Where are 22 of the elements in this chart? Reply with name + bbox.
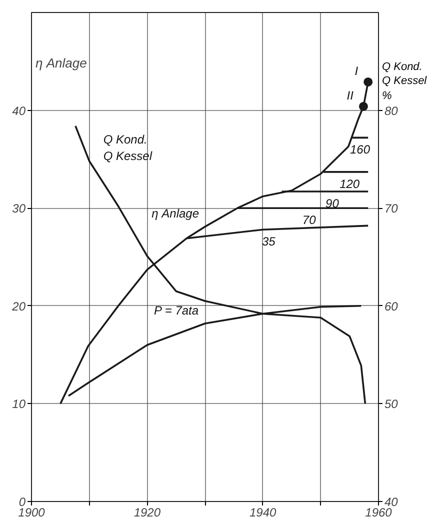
y-tick-label: 10 xyxy=(12,397,26,412)
annotation: 70 xyxy=(302,213,316,228)
annotation: I xyxy=(354,64,359,78)
series-label: Q Kond. Q Kessel xyxy=(103,132,152,164)
y-tick-label: 30 xyxy=(12,202,26,216)
y-tick-label: 20 xyxy=(11,299,26,314)
annotation: 160 xyxy=(350,142,370,157)
y2-tick-label: 80 xyxy=(384,104,398,118)
x-tick-label: 1920 xyxy=(134,506,161,520)
y2-tick-label: 50 xyxy=(384,397,398,412)
y-tick-label: 40 xyxy=(12,104,26,118)
annotation: 35 xyxy=(262,234,276,249)
annotation: 120 xyxy=(340,176,360,191)
annotation: II xyxy=(346,88,354,102)
y-axis-title: η Anlage xyxy=(36,55,87,70)
series-label: η Anlage xyxy=(152,206,200,221)
x-tick-label: 1940 xyxy=(249,506,277,520)
series-label: P = 7ata xyxy=(154,304,199,318)
y2-tick-label: 60 xyxy=(384,299,398,314)
y2-axis-title: Q Kond. Q Kessel % xyxy=(382,60,427,103)
y2-tick-label: 70 xyxy=(384,202,398,216)
annotation: 90 xyxy=(326,196,340,210)
